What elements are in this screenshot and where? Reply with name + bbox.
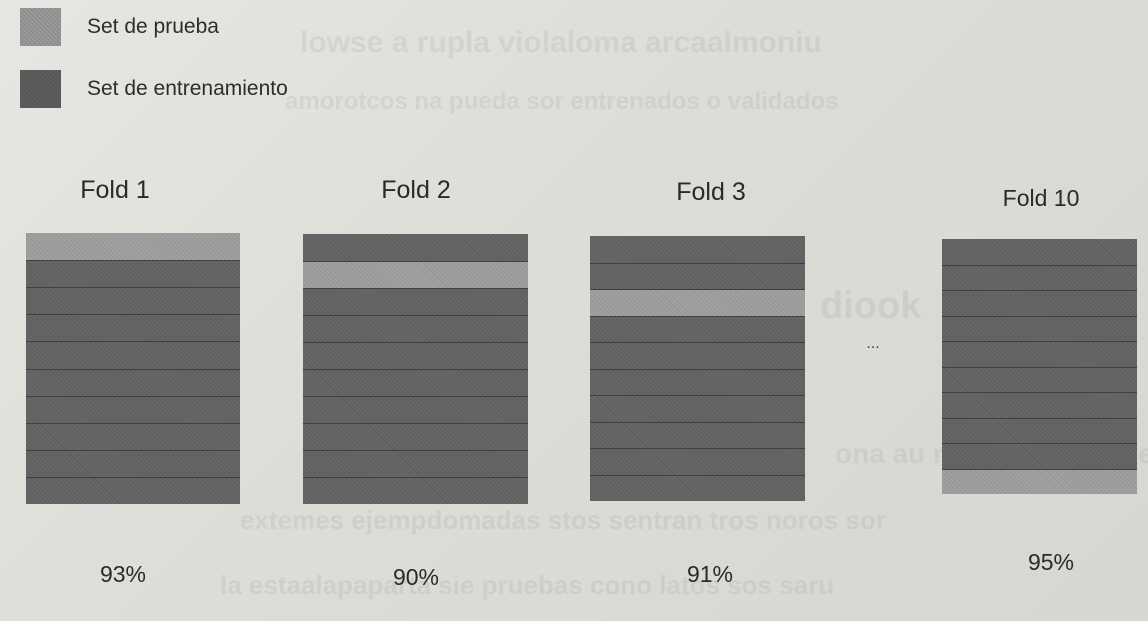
- legend-label-test: Set de prueba: [87, 15, 219, 38]
- fold-title-1: Fold 1: [80, 176, 150, 204]
- test-segment: [303, 261, 528, 288]
- train-segment: [942, 341, 1137, 367]
- train-segment: [942, 443, 1137, 469]
- fold-box-1: [26, 233, 240, 504]
- train-segment: [26, 260, 240, 287]
- fold-accuracy-2: 90%: [392, 564, 440, 590]
- train-segment: [26, 422, 240, 450]
- train-segment: [303, 423, 528, 450]
- train-segment: [590, 342, 805, 369]
- fold-title-10: Fold 10: [1002, 185, 1080, 211]
- test-segment: [590, 289, 805, 316]
- train-segment: [942, 239, 1137, 265]
- fold-box-2: [303, 234, 528, 504]
- ellipsis: ...: [866, 335, 880, 352]
- fold-accuracy-1: 93%: [99, 561, 147, 587]
- train-segment: [303, 234, 528, 261]
- legend-swatch-test: [20, 8, 61, 46]
- train-segment: [590, 474, 805, 502]
- fold-title-2: Fold 2: [381, 176, 451, 204]
- train-segment: [942, 366, 1137, 393]
- train-segment: [590, 421, 805, 449]
- fold-accuracy-3: 91%: [686, 561, 734, 587]
- train-segment: [303, 396, 528, 423]
- fold-accuracy-10: 95%: [1027, 549, 1075, 575]
- train-segment: [590, 448, 805, 475]
- fold-title-3: Fold 3: [676, 178, 746, 206]
- train-segment: [942, 417, 1137, 444]
- legend-label-train: Set de entrenamiento: [87, 77, 288, 100]
- train-segment: [303, 450, 528, 477]
- train-segment: [26, 314, 240, 341]
- train-segment: [26, 449, 240, 477]
- train-segment: [303, 477, 528, 504]
- train-segment: [26, 341, 240, 368]
- train-segment: [303, 288, 528, 315]
- train-segment: [942, 290, 1137, 316]
- train-segment: [303, 315, 528, 342]
- train-segment: [26, 395, 240, 423]
- legend-swatch-train: [20, 70, 61, 108]
- fold-box-10: [942, 239, 1137, 494]
- test-segment: [26, 233, 240, 261]
- train-segment: [26, 476, 240, 504]
- test-segment: [942, 468, 1137, 494]
- train-segment: [590, 368, 805, 396]
- train-segment: [590, 262, 805, 290]
- train-segment: [303, 369, 528, 396]
- train-segment: [590, 395, 805, 422]
- legend-item-test: Set de prueba: [20, 8, 219, 46]
- train-segment: [942, 392, 1137, 418]
- train-segment: [942, 315, 1137, 342]
- train-segment: [26, 368, 240, 396]
- train-segment: [26, 287, 240, 314]
- legend-item-train: Set de entrenamiento: [20, 70, 288, 108]
- fold-box-3: [590, 236, 805, 501]
- train-segment: [590, 315, 805, 343]
- train-segment: [942, 264, 1137, 291]
- train-segment: [303, 342, 528, 369]
- train-segment: [590, 236, 805, 263]
